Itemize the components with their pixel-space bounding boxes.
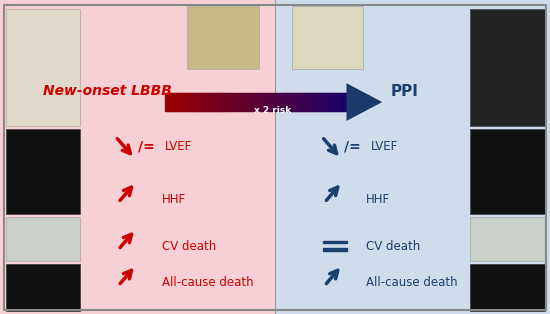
Bar — [310, 93, 314, 111]
Bar — [262, 93, 265, 111]
Bar — [174, 93, 178, 111]
Bar — [256, 93, 260, 111]
Bar — [210, 93, 214, 111]
Text: HHF: HHF — [366, 193, 390, 206]
Bar — [244, 93, 248, 111]
Text: New-onset LBBB: New-onset LBBB — [43, 84, 172, 98]
FancyBboxPatch shape — [470, 129, 544, 214]
FancyBboxPatch shape — [470, 264, 544, 311]
Bar — [304, 93, 307, 111]
Bar — [216, 93, 220, 111]
Bar — [301, 93, 305, 111]
FancyBboxPatch shape — [187, 6, 258, 69]
Bar — [226, 93, 229, 111]
FancyBboxPatch shape — [275, 0, 550, 314]
Text: All-cause death: All-cause death — [366, 276, 458, 289]
Bar — [252, 93, 256, 111]
Bar — [240, 93, 244, 111]
Bar — [323, 241, 346, 243]
Bar — [331, 93, 335, 111]
Bar — [204, 93, 208, 111]
Bar — [207, 93, 211, 111]
Bar — [334, 93, 338, 111]
Bar — [343, 93, 347, 111]
Bar — [277, 93, 280, 111]
Bar — [283, 93, 287, 111]
Bar — [298, 93, 301, 111]
Bar — [238, 93, 241, 111]
Text: CV death: CV death — [366, 240, 420, 253]
Bar — [234, 93, 238, 111]
Bar — [171, 93, 175, 111]
Bar — [307, 93, 311, 111]
Bar — [292, 93, 295, 111]
FancyBboxPatch shape — [6, 217, 80, 261]
FancyBboxPatch shape — [470, 217, 544, 261]
Bar — [274, 93, 277, 111]
Bar — [195, 93, 199, 111]
Bar — [328, 93, 332, 111]
Bar — [213, 93, 217, 111]
Bar — [295, 93, 299, 111]
FancyBboxPatch shape — [292, 6, 363, 69]
Bar — [280, 93, 283, 111]
Bar — [258, 93, 262, 111]
Bar — [323, 248, 346, 251]
Bar — [232, 93, 235, 111]
FancyBboxPatch shape — [6, 264, 80, 311]
Bar — [265, 93, 268, 111]
FancyBboxPatch shape — [6, 9, 80, 126]
Bar — [177, 93, 180, 111]
Text: LVEF: LVEF — [371, 139, 399, 153]
Bar — [186, 93, 190, 111]
Bar — [313, 93, 317, 111]
Text: PPI: PPI — [390, 84, 418, 99]
Text: All-cause death: All-cause death — [162, 276, 254, 289]
Text: /=: /= — [138, 139, 154, 153]
Bar — [319, 93, 323, 111]
Text: CV death: CV death — [162, 240, 217, 253]
Bar — [198, 93, 202, 111]
Bar — [165, 93, 169, 111]
Bar — [325, 93, 329, 111]
FancyBboxPatch shape — [470, 9, 544, 126]
FancyBboxPatch shape — [0, 0, 275, 314]
Bar — [229, 93, 232, 111]
Bar — [168, 93, 172, 111]
Bar — [246, 93, 250, 111]
Text: HHF: HHF — [162, 193, 186, 206]
Polygon shape — [346, 83, 382, 121]
Bar — [219, 93, 223, 111]
Bar — [316, 93, 320, 111]
Bar — [192, 93, 196, 111]
Text: LVEF: LVEF — [165, 139, 192, 153]
Bar — [222, 93, 226, 111]
Bar — [340, 93, 344, 111]
Bar — [289, 93, 293, 111]
Bar — [183, 93, 186, 111]
Bar — [180, 93, 184, 111]
Bar — [322, 93, 326, 111]
Bar — [337, 93, 341, 111]
Bar — [189, 93, 193, 111]
Bar — [286, 93, 289, 111]
Bar — [268, 93, 271, 111]
Bar — [271, 93, 274, 111]
Text: /=: /= — [344, 139, 360, 153]
Bar — [201, 93, 205, 111]
Text: x 2 risk: x 2 risk — [254, 106, 291, 115]
Bar — [250, 93, 253, 111]
FancyBboxPatch shape — [6, 129, 80, 214]
